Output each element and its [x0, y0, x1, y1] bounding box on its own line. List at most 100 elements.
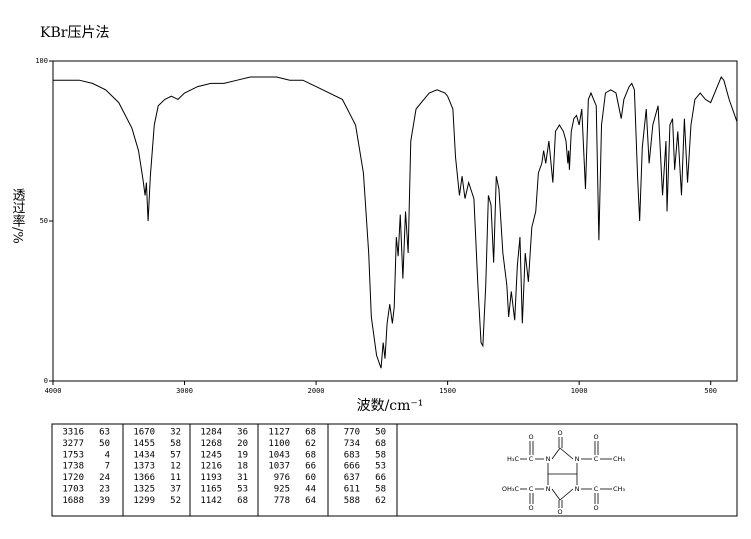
bond [559, 488, 574, 501]
table-wavenumber: 588 [344, 496, 360, 506]
table-wavenumber: 1703 [62, 485, 84, 495]
table-wavenumber: 1299 [133, 496, 155, 506]
atom: N [575, 455, 580, 463]
atom: C [594, 455, 599, 463]
table-transmittance: 20 [237, 439, 248, 449]
table-wavenumber: 1100 [268, 439, 290, 449]
atom: O [593, 504, 598, 512]
atom: CH₃ [613, 485, 625, 493]
y-tick-label: 0 [44, 377, 48, 385]
table-wavenumber: 770 [344, 428, 360, 438]
table-wavenumber: 1688 [62, 496, 84, 506]
table-transmittance: 44 [305, 485, 316, 495]
atom: C [529, 455, 534, 463]
bond [559, 447, 574, 460]
table-frame [51, 423, 738, 517]
x-tick-label: 1500 [439, 387, 456, 395]
table-transmittance: 66 [375, 473, 386, 483]
atom: O [528, 504, 533, 512]
table-wavenumber: 1455 [133, 439, 155, 449]
table-wavenumber: 1284 [200, 428, 222, 438]
table-transmittance: 68 [237, 496, 248, 506]
molecule [520, 437, 612, 508]
table-transmittance: 52 [170, 496, 181, 506]
atom: H₃C [507, 455, 519, 463]
table-transmittance: 18 [237, 462, 248, 472]
table-transmittance: 31 [237, 473, 248, 483]
x-axis-label: 波数/cm⁻¹ [357, 398, 424, 414]
peak-table [51, 423, 738, 517]
table-transmittance: 66 [305, 462, 316, 472]
table-transmittance: 58 [170, 439, 181, 449]
table-transmittance: 68 [305, 428, 316, 438]
table-wavenumber: 1142 [200, 496, 222, 506]
atom: N [546, 455, 551, 463]
atom: CH₃ [613, 455, 625, 463]
table-transmittance: 62 [375, 496, 386, 506]
x-tick-label: 4000 [45, 387, 62, 395]
spectrum-line [53, 76, 738, 369]
atom: O [528, 433, 533, 441]
atom: C [594, 485, 599, 493]
chart-title: KBr压片法 [40, 25, 109, 41]
table-wavenumber: 976 [274, 473, 290, 483]
table-transmittance: 36 [237, 428, 248, 438]
table-wavenumber: 3316 [62, 428, 84, 438]
table-transmittance: 7 [105, 462, 110, 472]
x-tick-label: 500 [704, 387, 717, 395]
table-wavenumber: 3277 [62, 439, 84, 449]
table-transmittance: 60 [305, 473, 316, 483]
table-transmittance: 57 [170, 450, 181, 460]
table-wavenumber: 1127 [268, 428, 290, 438]
table-transmittance: 24 [99, 473, 110, 483]
table-wavenumber: 1037 [268, 462, 290, 472]
atom: C [529, 485, 534, 493]
table-wavenumber: 666 [344, 462, 360, 472]
table-transmittance: 50 [375, 428, 386, 438]
bond [551, 447, 561, 460]
table-transmittance: 58 [375, 450, 386, 460]
atom-labels: O O O H₃C C N N C CH₃ H₃C C N N C CH₃ O … [502, 429, 626, 516]
bond [551, 488, 561, 501]
atom: N [546, 485, 551, 493]
table-transmittance: 32 [170, 428, 181, 438]
table-wavenumber: 637 [344, 473, 360, 483]
y-tick-label: 50 [40, 217, 48, 225]
table-wavenumber: 1738 [62, 462, 84, 472]
table-transmittance: 64 [305, 496, 316, 506]
x-tick-label: 3000 [176, 387, 193, 395]
table-wavenumber: 611 [344, 485, 360, 495]
table-transmittance: 23 [99, 485, 110, 495]
table-transmittance: 11 [170, 473, 181, 483]
y-tick-label: 100 [35, 57, 48, 65]
table-wavenumber: 1043 [268, 450, 290, 460]
table-transmittance: 68 [305, 450, 316, 460]
table-transmittance: 58 [375, 485, 386, 495]
table-wavenumber: 1268 [200, 439, 222, 449]
table-wavenumber: 925 [274, 485, 290, 495]
table-wavenumber: 1325 [133, 485, 155, 495]
table-transmittance: 53 [237, 485, 248, 495]
table-transmittance: 39 [99, 496, 110, 506]
table-transmittance: 63 [99, 428, 110, 438]
table-wavenumber: 1434 [133, 450, 155, 460]
table-wavenumber: 1753 [62, 450, 84, 460]
table-transmittance: 4 [105, 450, 110, 460]
atom: O [593, 433, 598, 441]
atom: O [502, 485, 507, 493]
table-wavenumber: 778 [274, 496, 290, 506]
table-wavenumber: 683 [344, 450, 360, 460]
table-transmittance: 62 [305, 439, 316, 449]
table-wavenumber: 1366 [133, 473, 155, 483]
table-transmittance: 37 [170, 485, 181, 495]
table-wavenumber: 1373 [133, 462, 155, 472]
table-transmittance: 50 [99, 439, 110, 449]
table-wavenumber: 734 [344, 439, 360, 449]
table-transmittance: 53 [375, 462, 386, 472]
atom: O [557, 508, 562, 516]
table-transmittance: 19 [237, 450, 248, 460]
atom: H₃C [507, 485, 519, 493]
x-tick-label: 1000 [571, 387, 588, 395]
